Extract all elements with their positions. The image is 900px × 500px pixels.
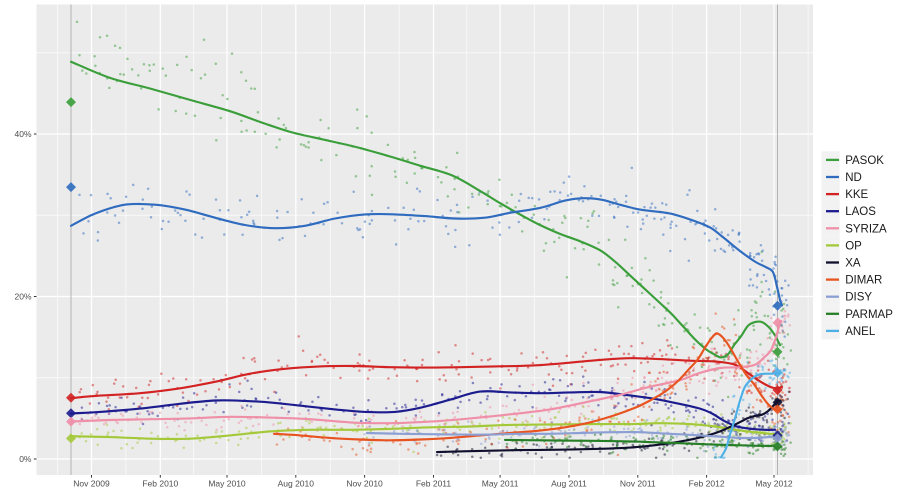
svg-text:Nov 2009: Nov 2009 xyxy=(73,479,110,489)
svg-text:ANEL: ANEL xyxy=(845,326,876,338)
svg-text:Nov 2010: Nov 2010 xyxy=(346,479,383,489)
svg-text:May 2012: May 2012 xyxy=(755,479,793,489)
svg-text:Nov 2011: Nov 2011 xyxy=(620,479,656,489)
svg-text:40%: 40% xyxy=(14,129,31,139)
svg-text:XA: XA xyxy=(845,258,861,270)
svg-text:Feb 2010: Feb 2010 xyxy=(142,479,178,489)
svg-text:May 2011: May 2011 xyxy=(482,479,519,489)
svg-text:20%: 20% xyxy=(14,292,31,302)
svg-text:DIMAR: DIMAR xyxy=(845,275,882,287)
svg-text:Aug 2011: Aug 2011 xyxy=(551,479,587,489)
svg-text:Aug 2010: Aug 2010 xyxy=(278,479,315,489)
svg-text:ND: ND xyxy=(845,172,862,184)
svg-text:OP: OP xyxy=(845,240,862,252)
svg-text:KKE: KKE xyxy=(845,189,868,201)
svg-text:Feb 2011: Feb 2011 xyxy=(416,479,452,489)
svg-text:May 2010: May 2010 xyxy=(208,479,246,489)
svg-text:Feb 2012: Feb 2012 xyxy=(689,479,725,489)
svg-text:0%: 0% xyxy=(19,454,32,464)
svg-text:PASOK: PASOK xyxy=(845,155,884,167)
svg-text:SYRIZA: SYRIZA xyxy=(845,223,887,235)
svg-text:LAOS: LAOS xyxy=(845,206,876,218)
svg-text:PARMAP: PARMAP xyxy=(845,309,893,321)
svg-text:DISY: DISY xyxy=(845,292,872,304)
